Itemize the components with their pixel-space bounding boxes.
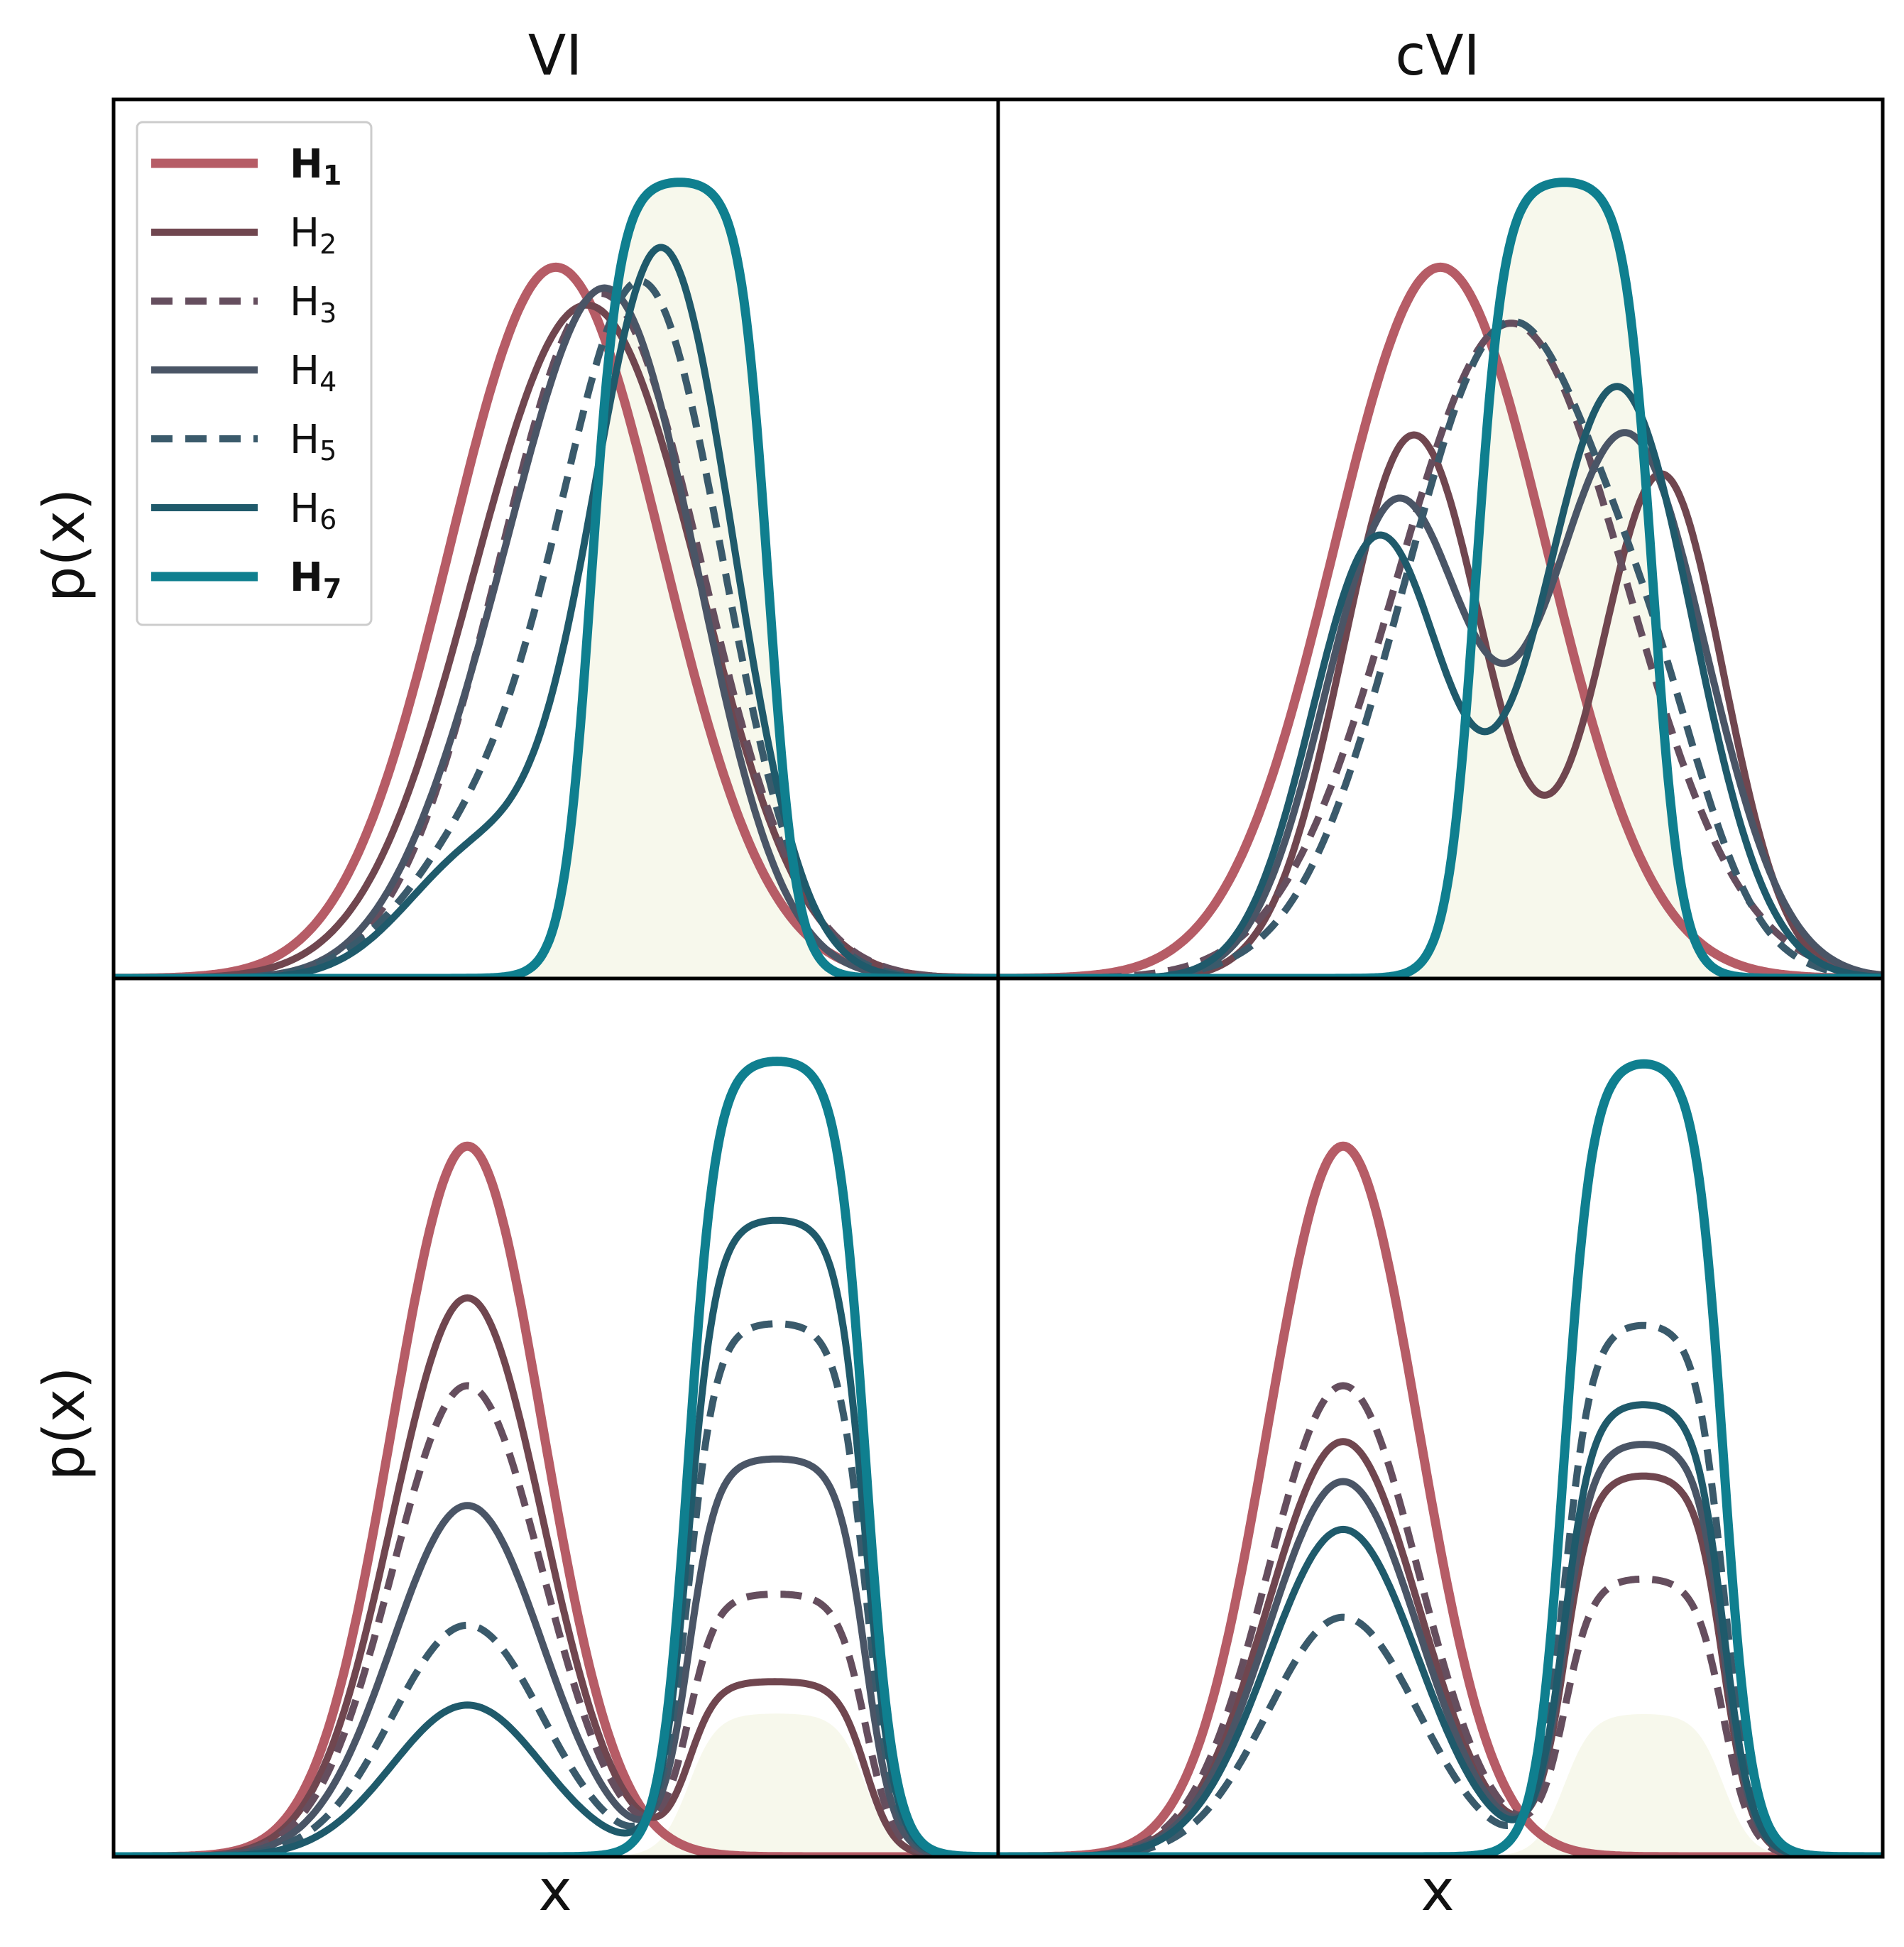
y-axis-label-bottom: p(x) — [31, 1367, 97, 1481]
panel-top-vi — [111, 97, 1000, 981]
panel-top-cvi — [996, 97, 1885, 981]
target-area-top-cvi — [998, 182, 1883, 978]
series-h2-top-vi — [114, 301, 998, 978]
panels — [111, 97, 1885, 1859]
x-axis-label-left: x — [538, 1858, 571, 1924]
x-axis-label-right: x — [1421, 1858, 1454, 1924]
panel-bottom-cvi — [996, 976, 1885, 1859]
target-area-bottom-vi — [114, 1713, 998, 1857]
series-h1-bottom-cvi — [998, 1141, 1883, 1857]
target-area-bottom-cvi — [998, 1714, 1883, 1857]
series-h1-top-cvi — [998, 262, 1883, 978]
series-h7-top-cvi — [998, 178, 1883, 978]
series-h7-top-vi — [114, 178, 998, 978]
y-axis-label-top: p(x) — [31, 489, 97, 603]
legend-item-h6: H6 — [151, 486, 337, 535]
axes-frame-bottom-cvi — [996, 976, 1885, 1859]
series-h6-bottom-cvi — [998, 1401, 1883, 1857]
column-title-vi: VI — [528, 24, 582, 88]
legend-label: H6 — [290, 486, 337, 535]
column-title-cvi: cVI — [1395, 24, 1479, 88]
